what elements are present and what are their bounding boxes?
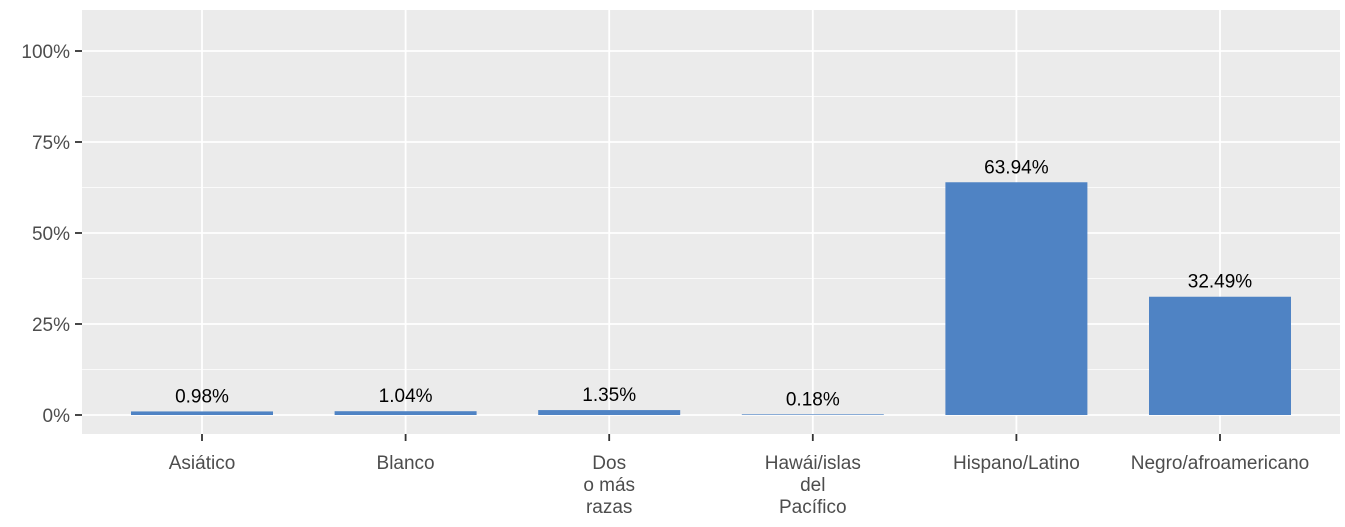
x-tick-label-line: del <box>800 475 825 496</box>
x-tick-label: Dos o más razas <box>583 453 635 518</box>
x-tick-label-line: Hispano/Latino <box>953 453 1080 474</box>
x-tick-label: Hawái/islas del Pacífico <box>765 453 861 518</box>
bar <box>131 411 273 415</box>
data-labels: 0.98% 1.04% 1.35% 0.18% 63.94% 32.49% <box>175 157 1252 410</box>
plot-panel <box>82 10 1340 434</box>
bar <box>945 182 1088 415</box>
x-tick-label-line: Blanco <box>377 453 435 474</box>
data-label: 0.98% <box>175 386 229 407</box>
x-tick-label-line: o más <box>583 475 635 496</box>
data-label: 63.94% <box>984 157 1049 178</box>
major-gridlines <box>82 10 1340 434</box>
bar <box>334 411 477 415</box>
y-tick-label: 75% <box>32 133 70 154</box>
bars <box>131 182 1291 415</box>
x-tick-label: Hispano/Latino <box>953 453 1080 474</box>
x-axis: Asiático Blanco Dos o más razas Hawái/islas de… <box>169 434 1309 518</box>
x-tick-label-line: Asiático <box>169 453 236 474</box>
x-tick-label-line: razas <box>586 497 632 518</box>
bar <box>538 410 681 415</box>
x-tick-label: Blanco <box>377 453 435 474</box>
x-tick-label-line: Hawái/islas <box>765 453 861 474</box>
y-tick-label: 0% <box>43 406 71 427</box>
x-tick-label-line: Dos <box>592 453 626 474</box>
bar <box>741 414 884 415</box>
minor-gridlines <box>82 96 1340 370</box>
y-tick-label: 100% <box>21 42 70 63</box>
data-label: 0.18% <box>786 389 840 410</box>
y-tick-label: 25% <box>32 315 70 336</box>
x-tick-label: Negro/afroamericano <box>1131 453 1309 474</box>
data-label: 1.04% <box>379 386 433 407</box>
data-label: 1.35% <box>582 385 636 406</box>
x-tick-label: Asiático <box>169 453 236 474</box>
x-tick-label-line: Pacífico <box>779 497 847 518</box>
y-axis: 0% 25% 50% 75% 100% <box>21 42 82 427</box>
y-tick-label: 50% <box>32 224 70 245</box>
x-tick-label-line: Negro/afroamericano <box>1131 453 1309 474</box>
bar <box>1149 296 1291 415</box>
data-label: 32.49% <box>1188 272 1253 293</box>
